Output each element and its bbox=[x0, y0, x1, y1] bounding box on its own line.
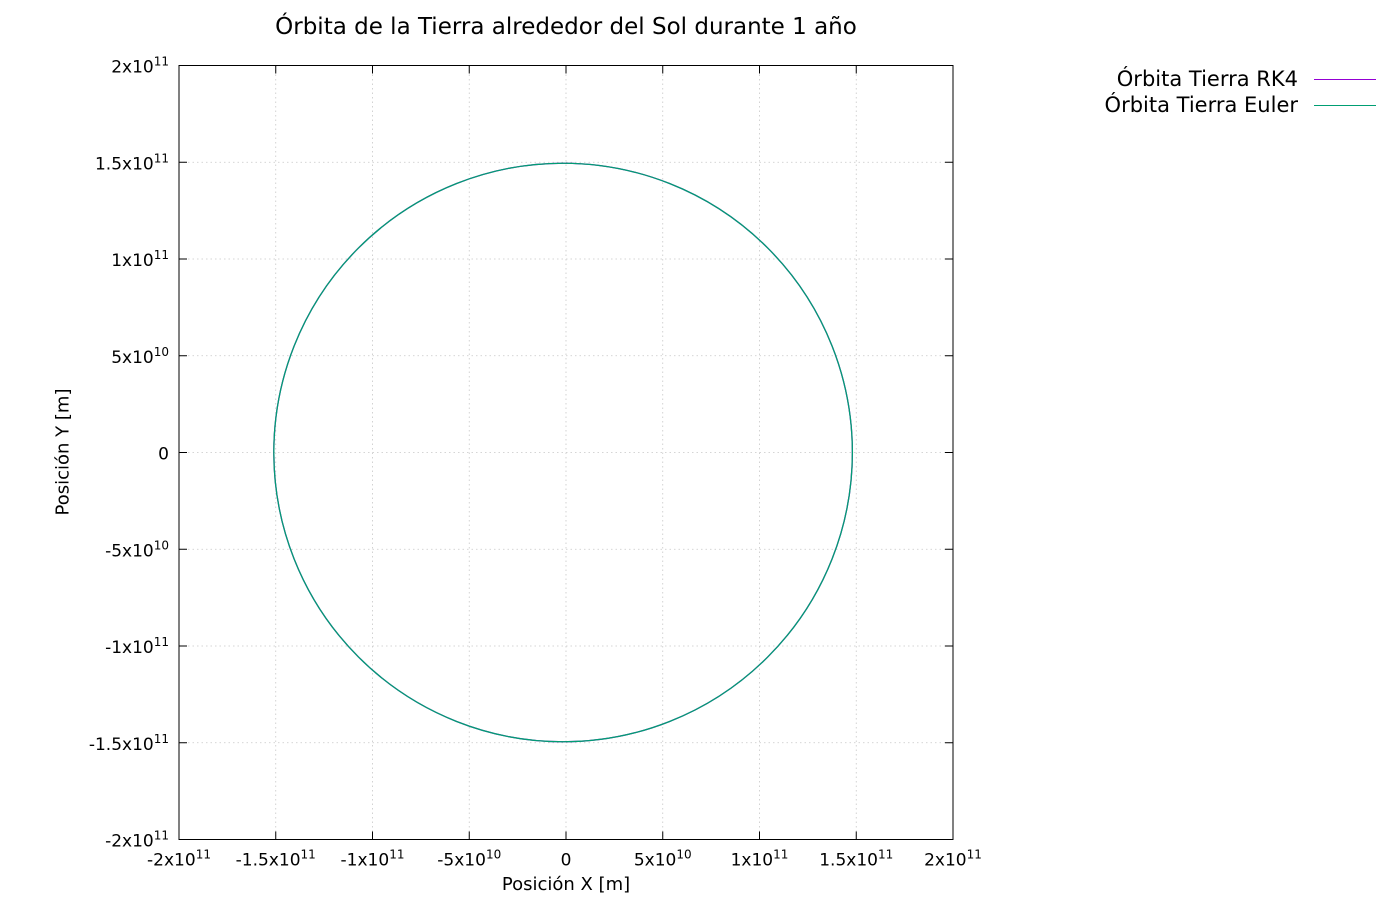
legend-swatch-rk4 bbox=[1314, 78, 1376, 80]
x-tick-label: -2x1011 bbox=[147, 848, 211, 871]
y-tick-label: -1.5x1011 bbox=[89, 732, 169, 755]
y-tick-label: 2x1011 bbox=[111, 55, 169, 78]
y-tick-label: -2x1011 bbox=[105, 829, 169, 852]
series-line-rk4 bbox=[273, 162, 854, 743]
legend-label-rk4: Órbita Tierra RK4 bbox=[1116, 67, 1298, 91]
chart-title: Órbita de la Tierra alrededor del Sol du… bbox=[275, 14, 857, 40]
y-tick-label: 1.5x1011 bbox=[95, 151, 169, 174]
grid-lines bbox=[179, 65, 953, 840]
legend-item-rk4: Órbita Tierra RK4 bbox=[1105, 66, 1376, 92]
tick-marks bbox=[178, 65, 954, 840]
x-tick-label: 0 bbox=[561, 851, 572, 871]
x-tick-label: 1x1011 bbox=[731, 848, 789, 871]
x-axis-label: Posición X [m] bbox=[501, 874, 631, 895]
series-layer bbox=[273, 162, 854, 743]
legend-swatch-euler bbox=[1314, 104, 1376, 106]
tick-labels: -2x1011 -1.5x1011 -1x1011 -5x1010 0 5x1010 1x1… bbox=[89, 55, 982, 871]
y-axis-label: Posición Y [m] bbox=[52, 388, 74, 516]
y-tick-label: -1x1011 bbox=[105, 635, 169, 658]
x-tick-label: 5x1010 bbox=[634, 848, 692, 871]
x-tick-label: 1.5x1011 bbox=[819, 848, 893, 871]
x-tick-label: -5x1010 bbox=[437, 848, 501, 871]
series-line-euler bbox=[273, 162, 854, 743]
y-tick-label: 1x1011 bbox=[111, 248, 169, 271]
x-tick-label: 2x1011 bbox=[924, 848, 982, 871]
legend: Órbita Tierra RK4 Órbita Tierra Euler bbox=[1105, 66, 1376, 118]
legend-label-euler: Órbita Tierra Euler bbox=[1104, 93, 1298, 117]
y-tick-label: 0 bbox=[158, 445, 169, 465]
y-tick-label: -5x1010 bbox=[105, 538, 169, 561]
y-tick-label: 5x1010 bbox=[111, 345, 169, 368]
legend-item-euler: Órbita Tierra Euler bbox=[1105, 92, 1376, 118]
x-tick-label: -1.5x1011 bbox=[236, 848, 316, 871]
x-tick-label: -1x1011 bbox=[341, 848, 405, 871]
